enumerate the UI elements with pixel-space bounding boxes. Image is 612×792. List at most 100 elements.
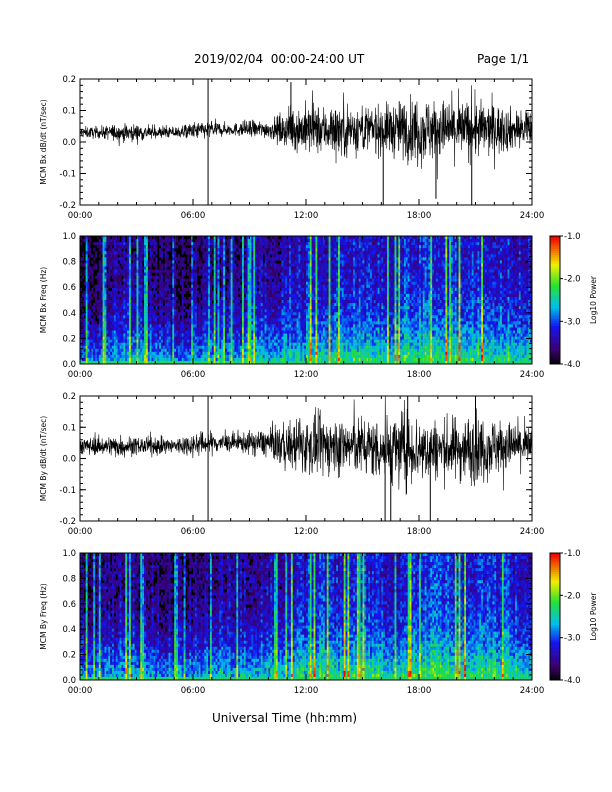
spectrogram-cell — [185, 357, 188, 362]
spectrogram-cell — [112, 306, 115, 310]
spectrogram-cell — [264, 257, 267, 261]
spectrogram-cell — [219, 300, 222, 304]
spectrogram-cell — [174, 318, 177, 322]
spectrogram-cell — [275, 357, 278, 362]
spectrogram-cell — [155, 309, 158, 313]
spectrogram-cell — [230, 248, 233, 252]
spectrogram-cell — [225, 254, 228, 258]
spectrogram-cell — [221, 248, 224, 252]
spectrogram-cell — [112, 239, 115, 243]
spectrogram-cell — [307, 345, 310, 349]
spectrogram-cell — [247, 269, 250, 273]
spectrogram-cell — [140, 318, 143, 322]
spectrogram-cell — [217, 284, 220, 289]
spectrogram-cell — [215, 342, 218, 346]
spectrogram-cell — [110, 251, 113, 255]
spectrogram-cell — [149, 242, 152, 246]
spectrogram-cell — [123, 281, 126, 285]
spectrogram-cell — [290, 324, 294, 328]
spectrogram-cell — [136, 263, 139, 267]
spectrogram-cell — [142, 354, 145, 359]
spectrogram-cell — [125, 345, 128, 349]
spectrogram-cell — [172, 296, 175, 301]
spectrogram-cell — [194, 357, 197, 362]
spectrogram-cell — [266, 345, 269, 349]
spectrogram-cell — [285, 281, 288, 285]
spectrogram-cell — [177, 266, 181, 270]
spectrogram-cell — [302, 300, 305, 304]
spectrogram-cell — [123, 278, 126, 282]
spectrogram-cell — [228, 309, 231, 313]
spectrogram-cell — [202, 324, 205, 328]
spectrogram-cell — [226, 290, 229, 295]
spectrogram-cell — [87, 351, 90, 356]
spectrogram-cell — [232, 266, 235, 270]
spectrogram-cell — [209, 278, 213, 282]
spectrogram-cell — [223, 287, 226, 292]
spectrogram-cell — [228, 251, 231, 255]
spectrogram-cell — [153, 345, 156, 349]
spectrogram-cell — [251, 321, 254, 325]
spectrogram-cell — [300, 318, 303, 322]
spectrogram-cell — [177, 321, 181, 325]
spectrogram-cell — [232, 287, 235, 292]
spectrogram-cell — [155, 275, 158, 279]
spectrogram-cell — [142, 315, 145, 319]
spectrogram-cell — [166, 315, 169, 319]
spectrogram-cell — [285, 275, 288, 279]
spectrogram-cell — [194, 342, 197, 346]
spectrogram-cell — [157, 300, 160, 304]
spectrogram-cell — [89, 348, 92, 353]
spectrogram-cell — [132, 309, 135, 313]
spectrogram-cell — [100, 248, 103, 252]
spectrogram-cell — [285, 339, 288, 343]
spectrogram-cell — [225, 336, 228, 340]
spectrogram-cell — [83, 327, 86, 331]
spectrogram-cell — [189, 357, 192, 362]
spectrogram-cell — [155, 318, 158, 322]
spectrogram-cell — [249, 357, 252, 362]
spectrogram-cell — [302, 281, 305, 285]
spectrogram-cell — [174, 278, 177, 282]
spectrogram-cell — [194, 315, 197, 319]
spectrogram-cell — [164, 324, 167, 328]
spectrogram-cell — [268, 306, 271, 310]
spectrogram-cell — [200, 324, 203, 328]
spectrogram-cell — [200, 318, 203, 322]
spectrogram-cell — [200, 312, 203, 316]
spectrogram-cell — [245, 318, 248, 322]
spectrogram-cell — [298, 248, 301, 252]
spectrogram-cell — [193, 351, 196, 356]
spectrogram-cell — [191, 345, 194, 349]
spectrogram-cell — [315, 257, 318, 261]
spectrogram-cell — [225, 327, 228, 331]
spectrogram-cell — [113, 242, 116, 246]
spectrogram-cell — [315, 312, 318, 316]
spectrogram-cell — [287, 351, 290, 356]
spectrogram-cell — [164, 360, 167, 365]
spectrogram-cell — [102, 290, 105, 295]
spectrogram-cell — [232, 257, 235, 261]
spectrogram-cell — [127, 324, 130, 328]
spectrogram-cell — [298, 360, 301, 365]
spectrogram-cell — [257, 293, 260, 298]
spectrogram-cell — [247, 251, 250, 255]
spectrogram-cell — [134, 333, 137, 337]
spectrogram-cell — [196, 357, 199, 362]
spectrogram-cell — [185, 242, 188, 246]
spectrogram-cell — [142, 248, 145, 252]
spectrogram-cell — [272, 339, 275, 343]
spectrogram-cell — [304, 342, 307, 346]
spectrogram-cell — [292, 318, 295, 322]
spectrogram-cell — [98, 239, 101, 243]
spectrogram-cell — [172, 300, 175, 304]
spectrogram-cell — [209, 263, 213, 267]
spectrogram-cell — [298, 351, 301, 356]
spectrogram-cell — [145, 284, 148, 289]
spectrogram-cell — [230, 275, 233, 279]
spectrogram-cell — [238, 272, 241, 276]
spectrogram-cell — [98, 263, 101, 267]
spectrogram-cell — [260, 269, 263, 273]
spectrogram-cell — [213, 324, 216, 328]
spectrogram-cell — [234, 242, 237, 246]
